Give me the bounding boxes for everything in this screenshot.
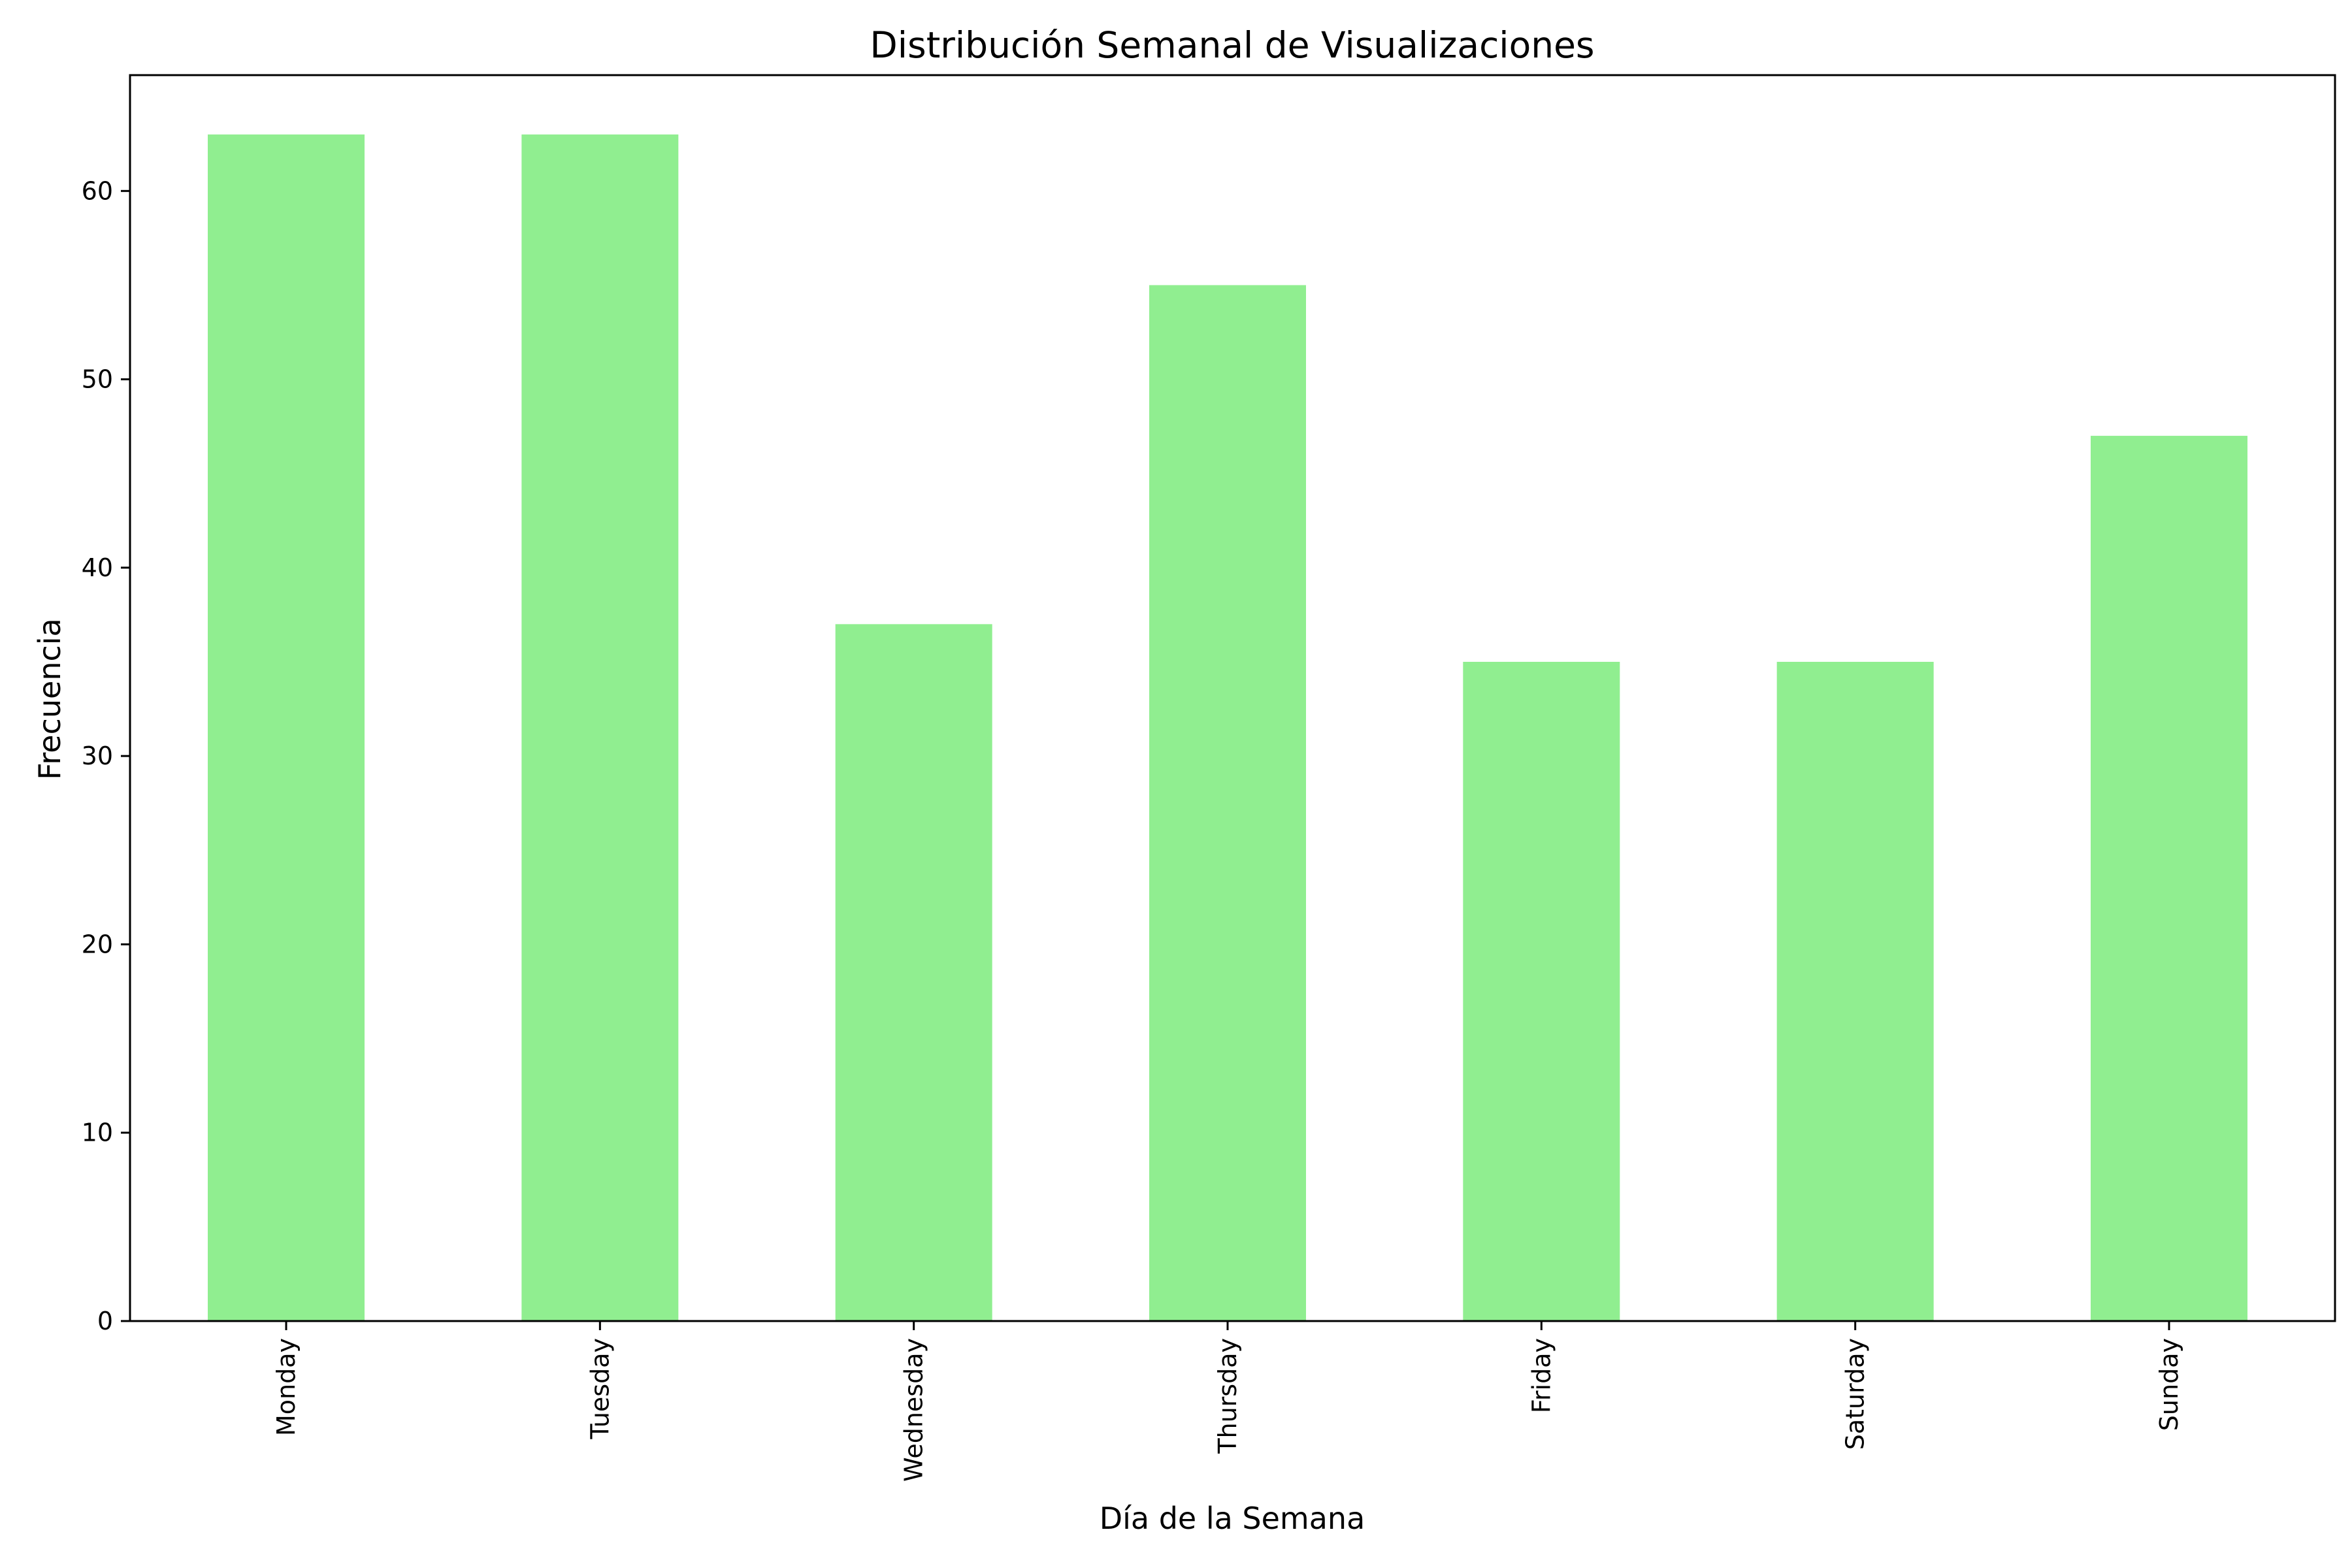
y-tick-label: 20	[82, 930, 113, 958]
y-tick-label: 10	[82, 1119, 113, 1147]
chart-title: Distribución Semanal de Visualizaciones	[870, 24, 1594, 66]
bar-thursday	[1149, 285, 1306, 1321]
x-tick-label: Sunday	[2155, 1338, 2183, 1431]
y-tick-label: 30	[82, 742, 113, 770]
x-tick-label: Friday	[1527, 1338, 1556, 1413]
y-tick-label: 40	[82, 553, 113, 582]
x-axis-ticks: Monday Tuesday Wednesday Thursday Friday Satu…	[272, 1321, 2183, 1482]
x-tick-label: Monday	[272, 1338, 301, 1436]
y-tick-label: 60	[82, 176, 113, 205]
y-tick-label: 0	[97, 1307, 113, 1335]
bar-saturday	[1776, 662, 1934, 1321]
x-tick-label: Saturday	[1841, 1338, 1870, 1450]
y-axis-label: Frecuencia	[32, 618, 67, 779]
bar-sunday	[2091, 436, 2247, 1322]
x-tick-label: Tuesday	[585, 1338, 614, 1440]
x-tick-label: Thursday	[1213, 1338, 1242, 1454]
x-tick-label: Wednesday	[900, 1338, 928, 1482]
bars-group	[208, 134, 2247, 1322]
plot-frame	[129, 74, 2336, 1322]
bar-wednesday	[835, 624, 992, 1322]
x-axis-label: Día de la Semana	[1100, 1501, 1365, 1536]
bar-monday	[208, 134, 365, 1321]
bar-tuesday	[521, 134, 679, 1321]
y-axis-ticks: 0 10 20 30 40 50 60	[82, 176, 130, 1335]
y-tick-label: 50	[82, 365, 113, 394]
bar-friday	[1463, 662, 1620, 1321]
